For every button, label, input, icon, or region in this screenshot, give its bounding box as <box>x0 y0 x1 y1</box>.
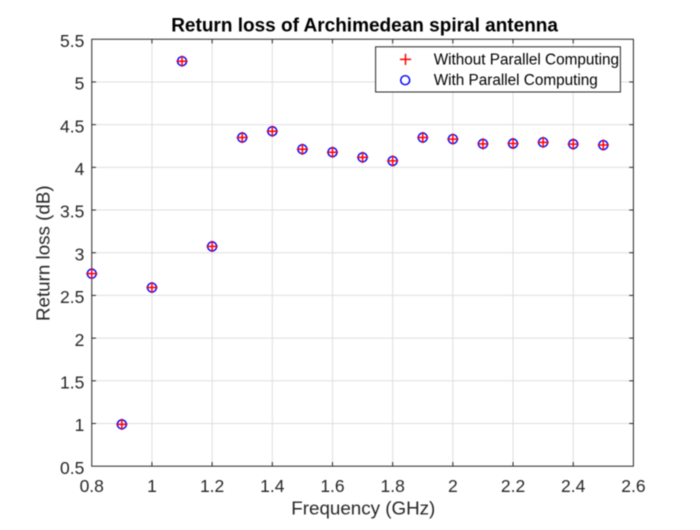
svg-text:1.5: 1.5 <box>60 373 84 393</box>
svg-text:2: 2 <box>75 330 85 350</box>
svg-text:2.2: 2.2 <box>501 476 525 496</box>
svg-text:2.4: 2.4 <box>561 476 586 496</box>
svg-text:2: 2 <box>448 476 458 496</box>
svg-text:Frequency (GHz): Frequency (GHz) <box>291 498 435 519</box>
svg-text:5.5: 5.5 <box>60 31 84 51</box>
svg-text:Without Parallel Computing: Without Parallel Computing <box>434 51 619 68</box>
svg-text:0.8: 0.8 <box>80 476 104 496</box>
svg-text:2.5: 2.5 <box>60 287 84 307</box>
svg-text:5: 5 <box>75 74 85 94</box>
svg-text:With Parallel Computing: With Parallel Computing <box>434 72 598 89</box>
svg-text:1.6: 1.6 <box>320 476 344 496</box>
svg-text:3: 3 <box>75 244 85 264</box>
svg-text:1: 1 <box>147 476 157 496</box>
svg-text:1.4: 1.4 <box>260 476 285 496</box>
svg-text:1.2: 1.2 <box>200 476 224 496</box>
svg-text:3.5: 3.5 <box>60 202 84 222</box>
svg-text:4: 4 <box>75 159 85 179</box>
svg-text:1: 1 <box>75 415 85 435</box>
svg-text:Return loss (dB): Return loss (dB) <box>32 185 53 321</box>
svg-text:4.5: 4.5 <box>60 116 84 136</box>
svg-text:Return loss of Archimedean spi: Return loss of Archimedean spiral antenn… <box>171 15 558 36</box>
svg-text:2.6: 2.6 <box>621 476 645 496</box>
svg-text:0.5: 0.5 <box>60 458 84 478</box>
svg-text:1.8: 1.8 <box>381 476 405 496</box>
